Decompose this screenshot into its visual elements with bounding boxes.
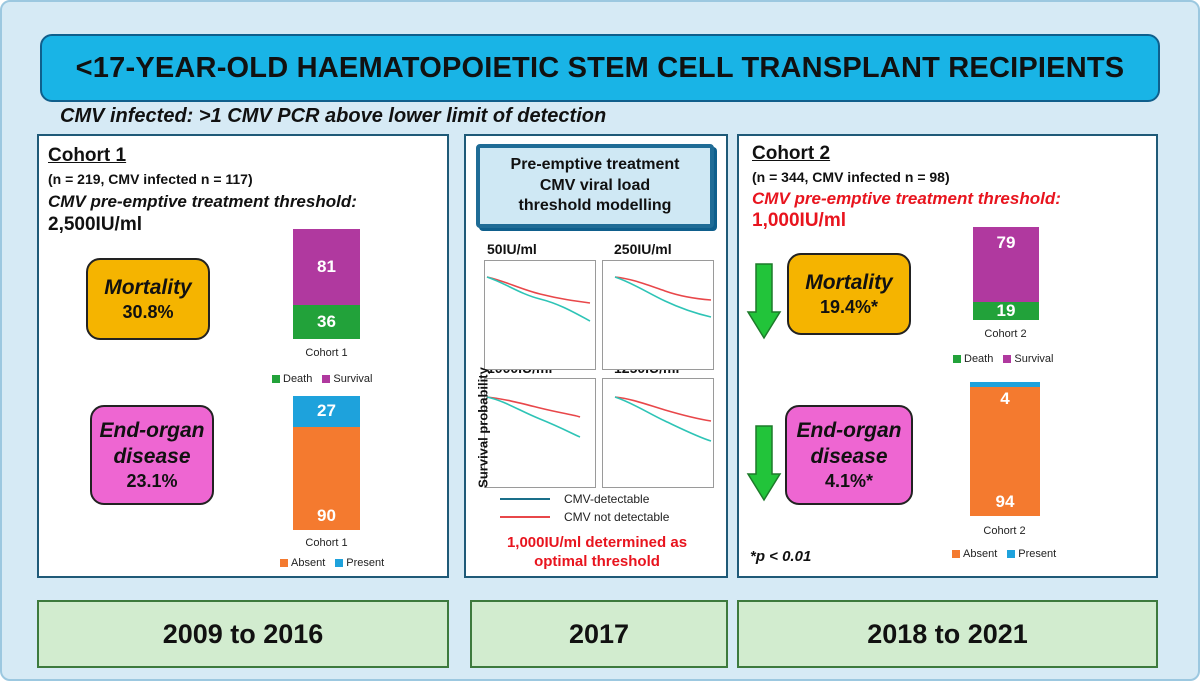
- cohort2-end-organ-legend: Absent Present: [952, 548, 1056, 560]
- cohort1-mortality-label: Mortality: [104, 275, 192, 299]
- survival-curves-250: [614, 276, 712, 318]
- legend-present: Present: [346, 557, 385, 569]
- cohort1-threshold-value: 2,500IU/ml: [48, 214, 142, 235]
- cohort2-n-text: (n = 344, CMV infected n = 98): [752, 169, 950, 185]
- cohort2-title: Cohort 2: [752, 143, 831, 164]
- survival-curves-50: [486, 276, 591, 322]
- cohort1-end-organ-label2: disease: [113, 444, 191, 468]
- cohort2-survival-value: 79: [996, 233, 1016, 252]
- survival-panel-250: [602, 260, 714, 370]
- cohort1-absent-segment: 90: [293, 426, 360, 530]
- cohort2-present-value: 4: [1000, 389, 1010, 409]
- cohort1-end-organ-bar: 27 90: [293, 396, 360, 530]
- modelling-line2: CMV viral load: [539, 176, 651, 194]
- survival-panel-50: [484, 260, 596, 370]
- cohort2-mortality-xlabel: Cohort 2: [984, 328, 1027, 340]
- optimal-line1: 1,000IU/ml determined as: [506, 534, 688, 551]
- cohort2-absent-value: 94: [995, 491, 1015, 511]
- panel-title-250: 250IU/ml: [614, 241, 672, 257]
- cohort2-mortality-value: 19.4%*: [819, 297, 879, 318]
- modelling-title-box: Pre-emptive treatment CMV viral load thr…: [476, 144, 714, 228]
- cohort2-end-organ-badge: End-organ disease 4.1%*: [785, 405, 913, 505]
- year-box-cohort1: 2009 to 2016: [37, 600, 449, 668]
- survival-panel-1000: [484, 378, 596, 488]
- cohort2-death-value: 19: [996, 300, 1016, 320]
- survival-ylabel: Survival probability: [475, 367, 491, 488]
- cohort1-mortality-badge: Mortality 30.8%: [86, 258, 210, 340]
- survival-curves-1000: [486, 396, 581, 438]
- cohort1-survival-value: 81: [317, 257, 336, 277]
- cohort1-end-organ-legend: Absent Present: [280, 557, 384, 569]
- panel-title-50: 50IU/ml: [487, 241, 537, 257]
- cohort2-end-organ-bar: 4 94: [970, 382, 1040, 516]
- legend-present: Present: [1018, 548, 1057, 560]
- year-box-cohort2: 2018 to 2021: [737, 600, 1158, 668]
- cohort2-survival-segment: 79: [973, 227, 1039, 302]
- cohort2-end-organ-value: 4.1%*: [824, 470, 874, 491]
- cohort1-end-organ-label: End-organ: [99, 419, 205, 443]
- cohort1-death-value: 36: [317, 312, 336, 332]
- cohort2-present-segment: [970, 382, 1040, 388]
- cohort2-end-organ-label2: disease: [810, 444, 888, 468]
- optimal-threshold-note: 1,000IU/ml determined as optimal thresho…: [466, 534, 728, 572]
- cohort1-end-organ-xlabel: Cohort 1: [305, 537, 348, 549]
- p-value-note: *p < 0.01: [750, 548, 812, 565]
- legend-detectable-label: CMV-detectable: [564, 492, 650, 506]
- year-label-modelling: 2017: [568, 618, 630, 649]
- banner-title: <17-YEAR-OLD HAEMATOPOIETIC STEM CELL TR…: [75, 51, 1125, 84]
- survival-curves-1250: [614, 396, 712, 442]
- cohort2-mortality-bar: 79 19: [973, 227, 1039, 320]
- cohort2-end-organ-xlabel: Cohort 2: [983, 525, 1026, 537]
- title-banner: <17-YEAR-OLD HAEMATOPOIETIC STEM CELL TR…: [40, 34, 1160, 102]
- year-label-cohort1: 2009 to 2016: [162, 618, 324, 649]
- cohort1-death-segment: 36: [293, 305, 360, 339]
- cohort2-mortality-legend: Death Survival: [953, 353, 1053, 365]
- cohort1-title: Cohort 1: [48, 145, 127, 166]
- cohort2-death-segment: 19: [973, 300, 1039, 320]
- cohort1-present-value: 27: [317, 401, 336, 421]
- legend-cmv-not-detectable: CMV not detectable: [500, 510, 669, 524]
- year-label-cohort2: 2018 to 2021: [867, 618, 1028, 649]
- year-box-modelling: 2017: [470, 600, 728, 668]
- legend-death: Death: [283, 373, 313, 385]
- cohort1-threshold-label: CMV pre-emptive treatment threshold:: [48, 192, 357, 211]
- cohort1-end-organ-value: 23.1%: [126, 470, 178, 491]
- cohort2-absent-segment: 4 94: [970, 387, 1040, 516]
- optimal-line2: optimal threshold: [534, 552, 660, 570]
- cohort1-mortality-legend: Death Survival: [272, 373, 372, 385]
- legend-death: Death: [964, 353, 994, 365]
- modelling-line1: Pre-emptive treatment: [510, 155, 680, 173]
- cohort1-n-text: (n = 219, CMV infected n = 117): [48, 171, 253, 187]
- cohort2-mortality-badge: Mortality 19.4%*: [787, 253, 911, 335]
- cohort1-end-organ-badge: End-organ disease 23.1%: [90, 405, 214, 505]
- modelling-line3: threshold modelling: [518, 197, 672, 215]
- cohort2-end-organ-label: End-organ: [796, 419, 902, 443]
- down-arrow-icon: [746, 263, 782, 340]
- cohort1-present-segment: 27: [293, 396, 360, 427]
- legend-absent: Absent: [963, 548, 998, 560]
- cohort1-absent-value: 90: [317, 505, 336, 525]
- cohort1-mortality-bar: 81 36: [293, 229, 360, 339]
- legend-absent: Absent: [291, 557, 326, 569]
- legend-survival: Survival: [1014, 353, 1054, 365]
- legend-survival: Survival: [333, 373, 373, 385]
- cohort1-mortality-value: 30.8%: [122, 302, 174, 323]
- cohort1-mortality-xlabel: Cohort 1: [305, 347, 348, 359]
- down-arrow-icon: [746, 425, 782, 502]
- survival-panel-1250: [602, 378, 714, 488]
- legend-not-detectable-label: CMV not detectable: [564, 510, 670, 524]
- cohort2-mortality-label: Mortality: [805, 270, 893, 294]
- cmv-definition: CMV infected: >1 CMV PCR above lower lim…: [60, 105, 607, 127]
- legend-cmv-detectable: CMV-detectable: [500, 492, 649, 506]
- cohort1-survival-segment: 81: [293, 229, 360, 306]
- cohort2-threshold-label: CMV pre-emptive treatment threshold:: [752, 189, 1061, 208]
- cohort2-threshold-value: 1,000IU/ml: [752, 210, 846, 231]
